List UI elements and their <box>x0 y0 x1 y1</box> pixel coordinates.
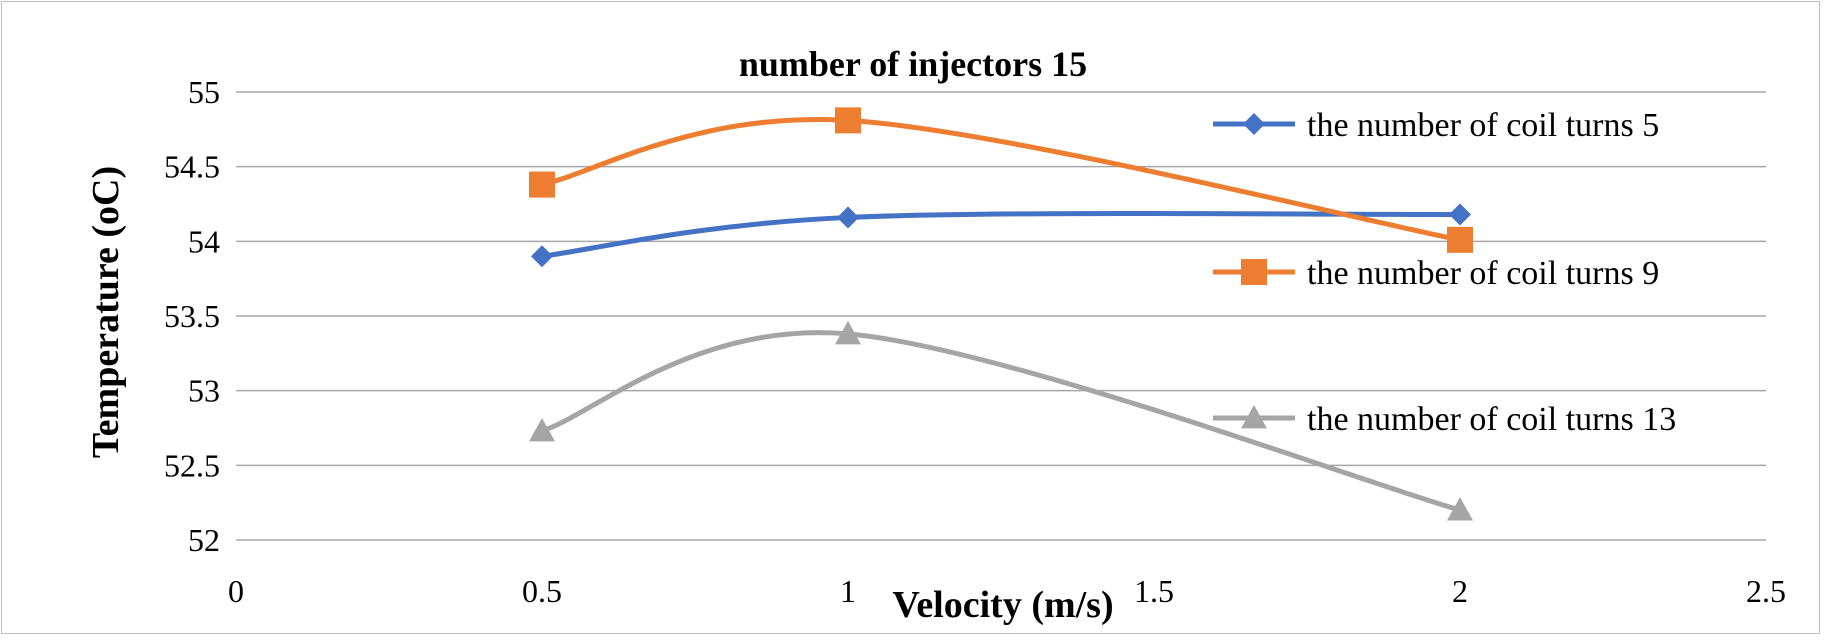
data-point <box>1447 226 1473 253</box>
data-point <box>837 206 859 229</box>
legend-label: the number of coil turns 13 <box>1307 401 1676 438</box>
grid-lines <box>236 91 1766 541</box>
y-axis-ticks: 52 52.5 53 53.5 54 54.5 55 <box>164 74 220 558</box>
legend-item: the number of coil turns 5 <box>1213 107 1659 144</box>
legend: the number of coil turns 5 the number of … <box>1213 107 1676 438</box>
data-point <box>835 107 861 134</box>
y-tick-label: 55 <box>188 74 220 110</box>
y-tick-label: 53.5 <box>164 298 220 334</box>
data-point <box>1447 497 1473 521</box>
x-tick-label: 0.5 <box>522 573 562 609</box>
series-3 <box>529 320 1473 521</box>
series-line <box>539 210 1463 259</box>
data-point <box>529 417 555 442</box>
y-tick-label: 53 <box>188 373 220 409</box>
series-layer <box>529 107 1473 521</box>
chart-title: number of injectors 15 <box>739 44 1087 84</box>
legend-marker <box>1243 113 1265 135</box>
x-tick-label: 2 <box>1452 573 1468 609</box>
series-line <box>539 330 1463 513</box>
data-point <box>835 320 861 345</box>
legend-label: the number of coil turns 5 <box>1307 107 1659 144</box>
data-point <box>529 171 555 198</box>
series-line <box>539 116 1463 243</box>
x-tick-label: 0 <box>228 573 244 609</box>
y-tick-label: 54.5 <box>164 149 220 185</box>
legend-item: the number of coil turns 13 <box>1213 401 1676 438</box>
legend-marker <box>1241 405 1267 429</box>
legend-label: the number of coil turns 9 <box>1307 255 1659 292</box>
series-2 <box>529 107 1473 253</box>
x-tick-label: 1.5 <box>1134 573 1174 609</box>
y-tick-label: 52.5 <box>164 447 220 483</box>
legend-item: the number of coil turns 9 <box>1213 255 1659 292</box>
x-tick-label: 1 <box>840 573 856 609</box>
y-tick-label: 54 <box>188 223 220 259</box>
data-point <box>531 245 553 268</box>
x-axis-ticks: 0 0.5 1 1.5 2 2.5 <box>228 573 1786 609</box>
legend-marker <box>1241 259 1267 285</box>
data-point <box>1449 203 1471 226</box>
x-axis-title: Velocity (m/s) <box>892 584 1113 626</box>
series-1 <box>531 203 1471 268</box>
x-tick-label: 2.5 <box>1746 573 1786 609</box>
y-tick-label: 52 <box>188 522 220 558</box>
y-axis-title: Temperature (oC) <box>85 166 127 458</box>
